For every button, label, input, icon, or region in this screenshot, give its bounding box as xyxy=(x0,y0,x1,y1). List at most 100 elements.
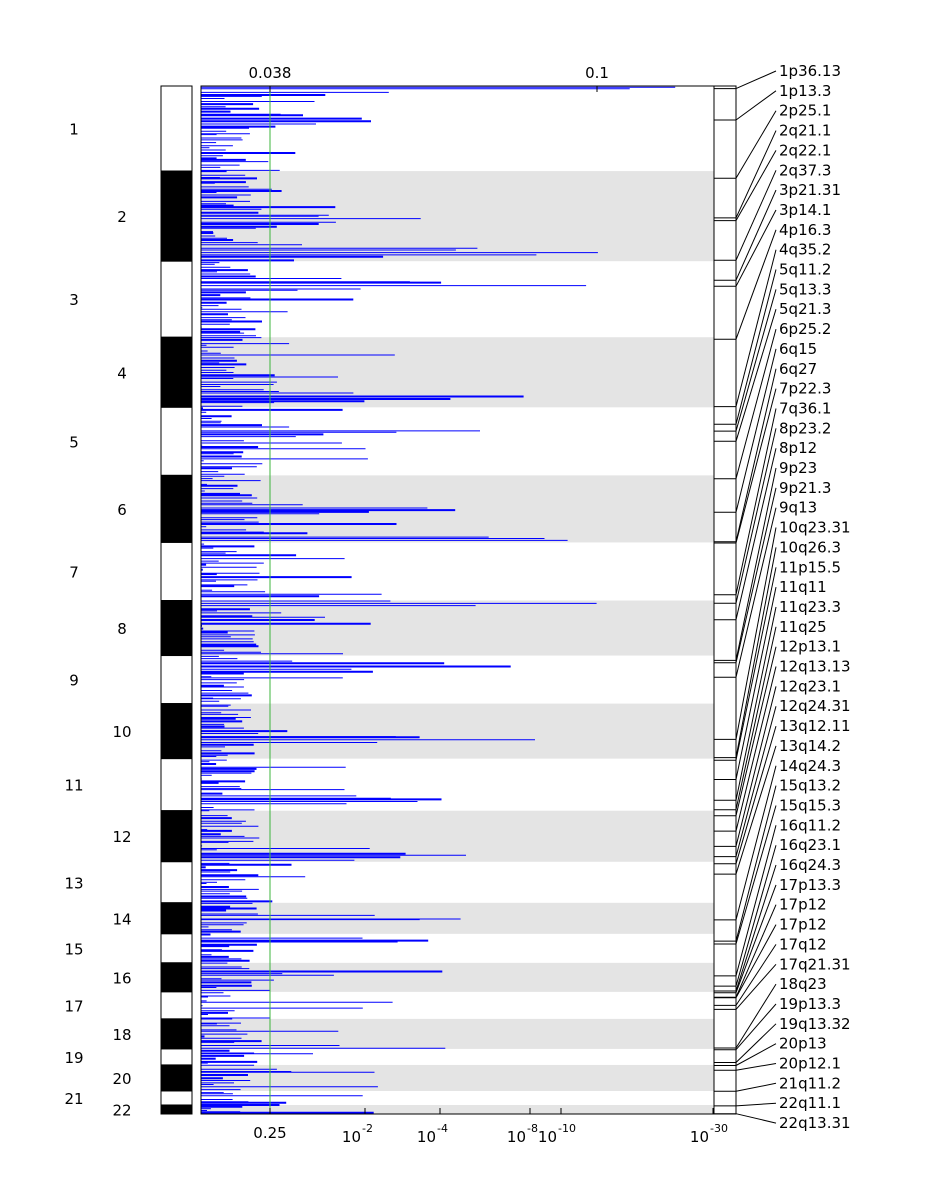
band-chr8 xyxy=(201,600,714,656)
locus-label: 11q25 xyxy=(779,618,827,636)
locus-label: 12q23.1 xyxy=(779,677,841,695)
band-chr18 xyxy=(201,1018,714,1049)
ideogram-chr21 xyxy=(160,1090,193,1106)
locus-leader xyxy=(735,924,777,999)
locus-label: 18q23 xyxy=(779,975,827,993)
locus-leader xyxy=(735,944,777,1006)
bottom-tick-label: 10 xyxy=(342,1128,361,1146)
locus-label: 17q21.31 xyxy=(779,955,851,973)
chromosome-label: 20 xyxy=(112,1070,131,1088)
bottom-tick-exponent: -10 xyxy=(558,1122,576,1135)
locus-label: 13q12.11 xyxy=(779,717,851,735)
bottom-tick-label: 10 xyxy=(690,1128,709,1146)
locus-label: 1p36.13 xyxy=(779,62,841,80)
ideogram-chr22 xyxy=(160,1104,193,1115)
locus-label: 20p13 xyxy=(779,1035,827,1053)
locus-leader xyxy=(735,348,777,513)
chromosome-label: 3 xyxy=(69,291,79,309)
locus-leader xyxy=(735,269,777,425)
ideogram-chr15 xyxy=(160,933,193,964)
ideogram-chr10 xyxy=(160,703,193,760)
locus-leader xyxy=(735,666,777,832)
locus-label: 3p21.31 xyxy=(779,181,841,199)
locus-leader xyxy=(735,884,777,993)
bottom-tick-exponent: -30 xyxy=(710,1122,728,1135)
locus-label: 5q13.3 xyxy=(779,280,831,298)
locus-leader xyxy=(735,825,777,977)
locus-leader xyxy=(735,289,777,432)
locus-leader xyxy=(735,606,777,801)
top-tick-label: 0.038 xyxy=(249,64,292,82)
locus-leader xyxy=(735,745,777,875)
chromosome-label: 8 xyxy=(117,620,127,638)
locus-leader xyxy=(735,388,777,544)
ideogram-chr14 xyxy=(160,902,193,935)
ideogram-chr20 xyxy=(160,1064,193,1092)
band-chr22 xyxy=(201,1104,714,1114)
chromosome-label: 2 xyxy=(117,208,127,226)
locus-leader xyxy=(735,706,777,857)
chromosome-label: 7 xyxy=(69,563,79,581)
locus-label: 3p14.1 xyxy=(779,201,831,219)
locus-leader xyxy=(735,983,777,1049)
locus-label: 11p15.5 xyxy=(779,558,841,576)
locus-label: 10q26.3 xyxy=(779,538,841,556)
chromosome-label: 11 xyxy=(64,777,83,795)
locus-label: 12q24.31 xyxy=(779,697,851,715)
locus-leader xyxy=(735,1023,777,1063)
locus-leader-lines xyxy=(714,70,777,1124)
ideogram-chr16 xyxy=(160,962,193,993)
ideogram-chr7 xyxy=(160,541,193,602)
locus-label: 11q23.3 xyxy=(779,598,841,616)
chromosome-ideogram xyxy=(160,85,193,1115)
locus-leader xyxy=(735,527,777,740)
locus-label: 12p13.1 xyxy=(779,638,841,656)
association-traces xyxy=(201,86,676,1114)
chromosome-label: 13 xyxy=(64,874,83,892)
locus-leader xyxy=(735,110,777,179)
locus-label: 2q22.1 xyxy=(779,141,831,159)
locus-leader xyxy=(735,1063,777,1071)
bottom-tick-exponent: -2 xyxy=(362,1122,373,1135)
locus-leader xyxy=(735,209,777,287)
locus-label: 16q24.3 xyxy=(779,856,841,874)
ideogram-chr3 xyxy=(160,260,193,338)
locus-label: 15q15.3 xyxy=(779,797,841,815)
locus-leader xyxy=(735,845,777,987)
top-tick-label: 0.1 xyxy=(585,64,609,82)
chromosome-label: 21 xyxy=(64,1090,83,1108)
band-chr14 xyxy=(201,902,714,934)
chromosome-label: 5 xyxy=(69,433,79,451)
locus-label: 4q35.2 xyxy=(779,241,831,259)
chromosome-label: 1 xyxy=(69,121,79,139)
chromosome-band-layer xyxy=(201,171,714,1114)
locus-label: 22q13.31 xyxy=(779,1114,851,1132)
ideogram-chr9 xyxy=(160,655,193,705)
locus-leader xyxy=(735,725,777,864)
locus-leader xyxy=(735,686,777,847)
locus-label: 7p22.3 xyxy=(779,380,831,398)
ideogram-chr18 xyxy=(160,1018,193,1050)
locus-leader xyxy=(735,904,777,998)
locus-label: 8p12 xyxy=(779,439,817,457)
chromosome-label: 12 xyxy=(112,828,131,846)
chromosome-label: 15 xyxy=(64,940,83,958)
ideogram-chr12 xyxy=(160,810,193,863)
ideogram-chr1 xyxy=(160,85,193,172)
locus-label: 6q27 xyxy=(779,360,817,378)
locus-label: 19p13.3 xyxy=(779,995,841,1013)
ideogram-chr2 xyxy=(160,170,193,262)
locus-leader xyxy=(735,1113,777,1124)
locus-leader xyxy=(735,864,777,992)
locus-label: 14q24.3 xyxy=(779,757,841,775)
locus-leader xyxy=(735,765,777,921)
locus-leader xyxy=(735,229,777,340)
ideogram-chr17 xyxy=(160,991,193,1020)
locus-leader xyxy=(735,130,777,219)
locus-label: 22q11.1 xyxy=(779,1094,841,1112)
locus-leader xyxy=(735,70,777,90)
locus-leader xyxy=(735,90,777,121)
bottom-tick-label: 0.25 xyxy=(253,1124,286,1142)
